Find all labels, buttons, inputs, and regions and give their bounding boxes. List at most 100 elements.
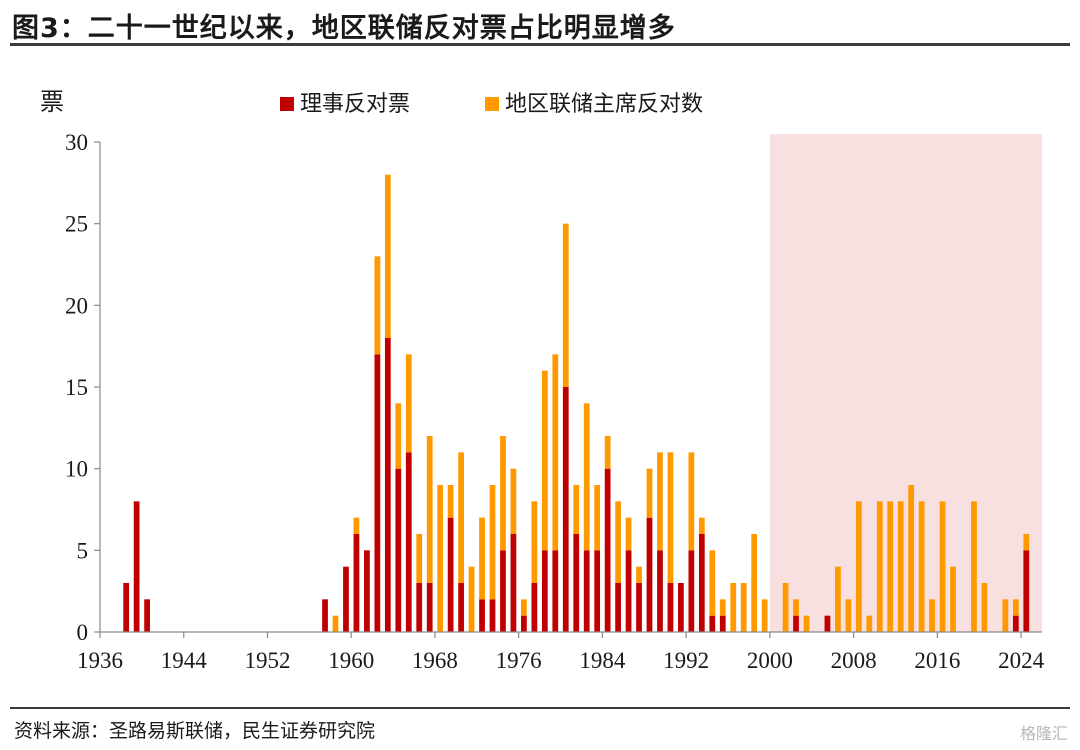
bar-governor xyxy=(719,615,726,632)
source-note: 资料来源：圣路易斯联储，民生证券研究院 xyxy=(14,720,376,742)
bar-governor xyxy=(521,615,527,632)
bar-president xyxy=(688,452,695,551)
y-ticks-group: 0 5 10 15 20 25 30 xyxy=(65,130,100,645)
bar-president xyxy=(740,583,747,632)
x-tick-label: 2016 xyxy=(914,648,960,673)
bar-president xyxy=(521,599,527,616)
bar-president xyxy=(981,583,988,632)
bar-governor xyxy=(1023,550,1030,632)
x-ticks-group: 1936 1944 1952 1960 1968 1976 1984 1992 2000 2008… xyxy=(77,632,1045,673)
bar-governor xyxy=(479,599,485,632)
bar-president xyxy=(562,223,569,387)
bar-president xyxy=(929,599,935,632)
x-tick-label: 1968 xyxy=(412,648,458,673)
bar-president xyxy=(636,566,642,583)
bar-president xyxy=(897,501,904,632)
x-tick-label: 1992 xyxy=(663,648,709,673)
bar-president xyxy=(866,615,873,632)
bar-president xyxy=(416,534,423,583)
bar-governor xyxy=(322,599,328,632)
bar-governor xyxy=(395,468,402,632)
watermark: 格隆汇 xyxy=(1019,724,1068,743)
legend-swatch-governor xyxy=(280,97,294,111)
bar-governor xyxy=(144,599,150,632)
bar-governor xyxy=(824,615,831,632)
bar-governor xyxy=(510,534,517,632)
bar-governor xyxy=(384,338,391,632)
bar-president xyxy=(531,501,538,583)
bar-president xyxy=(950,566,956,632)
x-tick-label: 1952 xyxy=(244,648,290,673)
bar-president xyxy=(730,583,737,632)
bar-governor xyxy=(541,550,548,632)
bar-governor xyxy=(364,550,370,632)
bar-president xyxy=(468,566,475,632)
bar-president xyxy=(594,485,601,551)
bar-president xyxy=(541,370,548,551)
legend: 理事反对票 地区联储主席反对数 xyxy=(280,92,703,117)
y-tick-label: 30 xyxy=(65,130,88,155)
bar-governor xyxy=(447,517,454,632)
bar-governor xyxy=(531,583,538,632)
y-tick-label: 15 xyxy=(65,375,88,400)
bar-governor xyxy=(562,387,569,632)
bar-president xyxy=(793,599,799,616)
bar-governor xyxy=(678,583,684,632)
bar-president xyxy=(667,452,674,583)
x-tick-label: 1960 xyxy=(328,648,374,673)
bar-president xyxy=(332,615,339,632)
bar-president xyxy=(447,485,454,518)
bar-governor xyxy=(657,550,663,632)
bar-governor xyxy=(625,550,632,632)
bar-president xyxy=(405,354,412,453)
bar-president xyxy=(845,599,852,632)
bar-governor xyxy=(636,583,642,632)
bar-governor xyxy=(793,615,799,632)
bar-president xyxy=(500,436,506,551)
bar-president xyxy=(437,485,444,632)
bar-president xyxy=(835,566,841,632)
bar-governor xyxy=(573,534,580,632)
y-tick-label: 0 xyxy=(77,620,89,645)
bar-governor xyxy=(688,550,695,632)
bar-governor xyxy=(123,583,130,632)
bar-governor xyxy=(646,517,653,632)
y-axis-label: 票 xyxy=(40,90,64,116)
y-tick-label: 25 xyxy=(65,212,88,237)
x-tick-label: 2008 xyxy=(831,648,877,673)
stacked-bar-chart: 0 5 10 15 20 25 30 1936 1944 1952 1960 1968 1976 198… xyxy=(40,90,1045,673)
bar-governor xyxy=(500,550,506,632)
bar-president xyxy=(887,501,894,632)
bar-president xyxy=(876,501,883,632)
bar-president xyxy=(479,517,485,600)
bar-president xyxy=(782,583,789,632)
bar-president xyxy=(908,485,915,632)
bar-governor xyxy=(489,599,496,632)
x-tick-label: 2024 xyxy=(998,648,1045,673)
bar-governor xyxy=(133,501,140,632)
bar-governor xyxy=(583,550,590,632)
bar-president xyxy=(615,501,621,583)
bar-president xyxy=(939,501,946,632)
bar-governor xyxy=(374,354,381,632)
x-tick-label: 1936 xyxy=(77,648,123,673)
bar-president xyxy=(604,436,611,469)
bar-governor xyxy=(552,550,559,632)
bar-president xyxy=(395,403,402,469)
bar-president xyxy=(426,436,433,583)
bar-president xyxy=(458,452,464,583)
bar-president xyxy=(625,517,632,551)
bar-president xyxy=(646,468,653,518)
bar-president xyxy=(719,599,726,616)
bar-president xyxy=(855,501,862,632)
legend-label-president: 地区联储主席反对数 xyxy=(505,92,703,117)
bar-governor xyxy=(594,550,601,632)
bar-governor xyxy=(343,566,349,632)
bar-governor xyxy=(709,615,716,632)
bars-group xyxy=(123,174,1030,632)
bar-governor xyxy=(458,583,464,632)
bar-governor xyxy=(615,583,621,632)
bar-president xyxy=(583,403,590,551)
bar-president xyxy=(489,485,496,600)
bar-president xyxy=(761,599,768,632)
